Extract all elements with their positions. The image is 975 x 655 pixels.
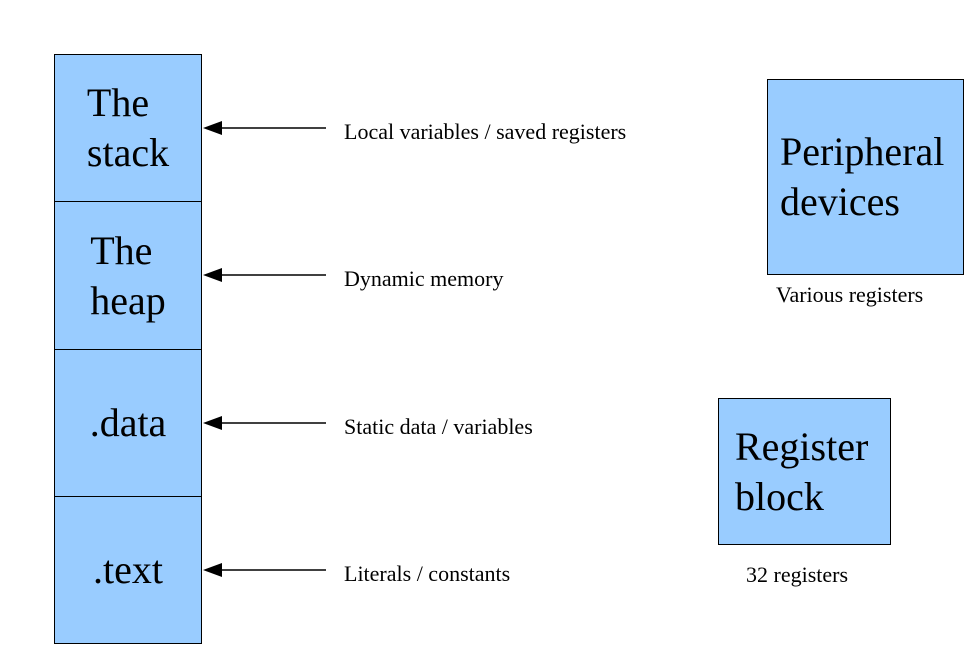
segment-stack: The stack <box>54 54 202 202</box>
arrow-heap <box>203 268 326 282</box>
segment-stack-label: The stack <box>86 80 170 175</box>
peripheral-devices-box: Peripheral devices <box>767 79 964 275</box>
segment-data-label: .data <box>89 400 167 445</box>
description-text: Literals / constants <box>344 561 511 586</box>
segment-text: .text <box>54 496 202 644</box>
description-data: Static data / variables <box>344 414 533 439</box>
segment-heap-label: The heap <box>90 227 166 323</box>
segment-heap: The heap <box>54 201 202 350</box>
arrow-stack <box>203 121 326 135</box>
register-block-caption: 32 registers <box>746 562 849 587</box>
segment-text-label: .text <box>93 547 163 592</box>
segment-data: .data <box>54 349 202 497</box>
description-heap: Dynamic memory <box>344 266 504 291</box>
peripheral-caption: Various registers <box>776 282 924 307</box>
arrow-text <box>203 563 326 577</box>
description-stack: Local variables / saved registers <box>344 119 627 144</box>
arrow-data <box>203 416 326 430</box>
peripheral-devices-label: Peripheral devices <box>780 129 945 224</box>
register-block-box: Register block <box>718 398 891 545</box>
register-block-label: Register block <box>735 423 869 519</box>
